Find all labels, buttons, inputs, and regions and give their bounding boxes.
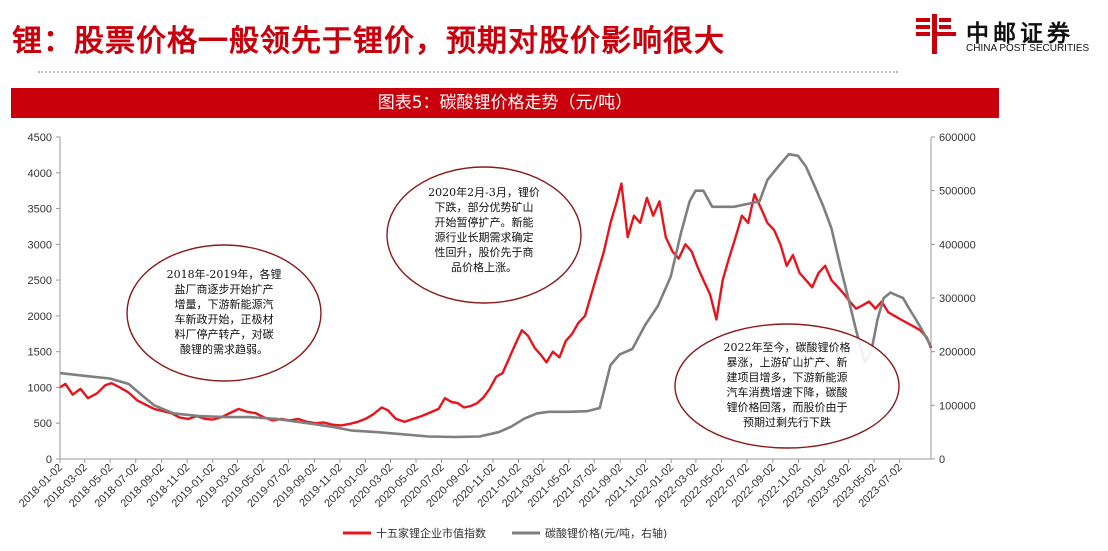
- annotation-2018-2019-text: 料厂停产转产，对碳: [175, 327, 274, 341]
- legend-label-index: 十五家锂企业市值指数: [376, 526, 486, 540]
- annotation-2022-text: 建项目增多，下游新能源: [727, 370, 848, 384]
- annotation-2022-text: 预期过剩先行下跌: [743, 415, 831, 429]
- annotation-2020-text: 源行业长期需求确定: [435, 230, 534, 244]
- chart-title-banner: 图表5：碳酸锂价格走势（元/吨）: [11, 88, 999, 118]
- legend-label-lithium-price: 碳酸锂价格(元/吨，右轴): [545, 526, 667, 540]
- left-tick-label: 500: [34, 418, 52, 430]
- annotation-2018-2019-text: 盐厂商逐步开始扩产: [175, 282, 274, 296]
- left-tick-label: 1500: [28, 347, 52, 359]
- company-logo: 中邮证券 CHINA POST SECURITIES: [912, 12, 1102, 60]
- annotation-2020-text: 下跌，部分优势矿山: [435, 200, 534, 214]
- chart-title: 图表5：碳酸锂价格走势（元/吨）: [377, 93, 633, 113]
- annotation-2018-2019-text: 车新政开始，正极材: [175, 312, 274, 326]
- logo-english-name: CHINA POST SECURITIES: [966, 43, 1090, 54]
- page-title: 锂：股票价格一般领先于锂价，预期对股价影响很大: [12, 24, 725, 59]
- annotation-2020-text: 2020年2月-3月，锂价: [428, 185, 540, 199]
- annotation-2022-text: 锂价格回落，而股价由于: [727, 400, 848, 414]
- right-tick-label: 200000: [939, 347, 976, 359]
- annotation-2018-2019-text: 2018年-2019年，各锂: [167, 267, 282, 281]
- right-tick-label: 600000: [939, 132, 976, 144]
- annotation-2018-2019-ellipse: [126, 244, 322, 382]
- left-tick-label: 3000: [28, 239, 52, 251]
- left-tick-label: 4000: [28, 168, 52, 180]
- left-tick-label: 3500: [28, 204, 52, 216]
- annotation-2020-ellipse: [386, 166, 582, 304]
- annotation-2018-2019-text: 酸锂的需求趋弱。: [180, 342, 268, 356]
- china-post-emblem-icon: [916, 14, 956, 54]
- left-tick-label: 2000: [28, 311, 52, 323]
- right-tick-label: 100000: [939, 400, 976, 412]
- right-tick-label: 0: [939, 454, 945, 466]
- header-divider: [38, 71, 898, 73]
- annotation-2020-text: 品价格上涨。: [451, 260, 517, 274]
- left-tick-label: 0: [46, 454, 52, 466]
- right-tick-label: 500000: [939, 186, 976, 198]
- annotation-2020-text: 性回升，股价先于商: [435, 245, 534, 259]
- left-tick-label: 1000: [28, 382, 52, 394]
- right-tick-label: 400000: [939, 239, 976, 251]
- left-tick-label: 2500: [28, 275, 52, 287]
- series-line-index: [59, 182, 933, 427]
- right-tick-label: 300000: [939, 293, 976, 305]
- annotation-2022-ellipse: [674, 323, 900, 449]
- annotation-2022-text: 暴涨，上游矿山扩产、新: [727, 355, 848, 369]
- annotation-2022-text: 汽车消费增速下降，碳酸: [727, 385, 848, 399]
- annotation-2022-text: 2022年至今，碳酸锂价格: [724, 340, 851, 354]
- annotation-2018-2019-text: 增量，下游新能源汽: [175, 297, 274, 311]
- annotation-2020-text: 开始暂停扩产。新能: [435, 215, 534, 229]
- left-tick-label: 4500: [28, 132, 52, 144]
- logo-chinese-name: 中邮证券: [966, 21, 1074, 47]
